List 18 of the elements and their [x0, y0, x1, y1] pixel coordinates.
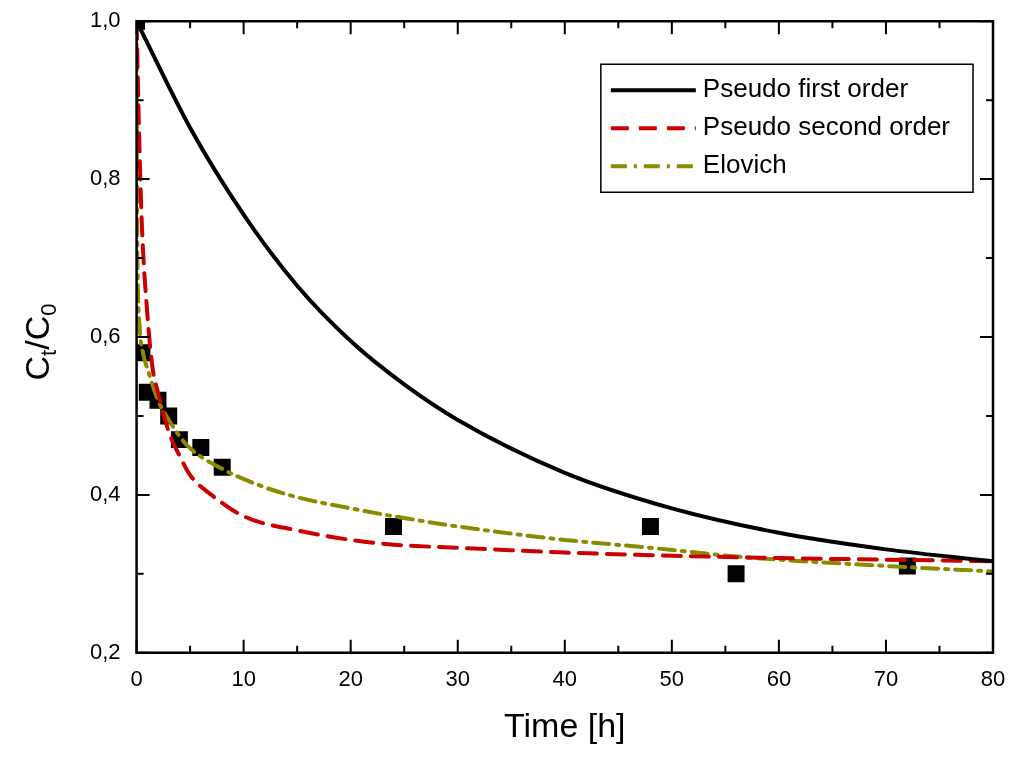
y-tick-label: 1,0 — [89, 7, 121, 33]
y-tick-label: 0,2 — [89, 638, 121, 664]
x-tick-label: 30 — [445, 666, 470, 692]
x-axis-title: Time [h] — [504, 705, 626, 744]
legend-label: Pseudo first order — [702, 73, 909, 104]
x-tick-label: 70 — [873, 666, 899, 692]
x-tick-label: 10 — [231, 666, 256, 692]
legend-label: Pseudo second order — [702, 111, 951, 142]
x-tick-label: 0 — [130, 666, 143, 692]
x-tick-label: 50 — [659, 666, 685, 692]
y-tick-label: 0,4 — [89, 480, 121, 506]
x-tick-label: 40 — [552, 666, 578, 692]
x-tick-label: 20 — [338, 666, 363, 692]
y-tick-label: 0,6 — [89, 323, 121, 349]
x-tick-label: 80 — [980, 666, 1006, 692]
y-tick-label: 0,8 — [89, 165, 121, 191]
x-tick-label: 60 — [766, 666, 792, 692]
legend-label: Elovich — [702, 149, 787, 180]
